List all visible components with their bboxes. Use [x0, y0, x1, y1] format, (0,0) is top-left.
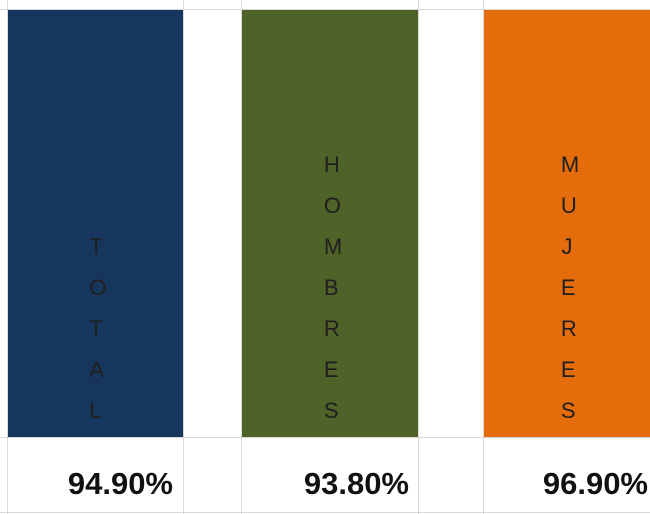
grid-line — [0, 512, 650, 513]
grid-line — [418, 0, 419, 514]
grid-line — [241, 0, 242, 514]
grid-line — [0, 9, 650, 10]
header-cell: MUJERES — [484, 10, 650, 437]
header-text: MUJERES — [560, 152, 580, 423]
value-cell: 93.80% — [303, 466, 409, 501]
value-cell: 94.90% — [67, 466, 173, 501]
header-cell: TOTAL — [8, 10, 183, 437]
header-cell: HOMBRES — [242, 10, 418, 437]
grid-line — [183, 0, 184, 514]
value-cell: 96.90% — [542, 466, 648, 501]
header-text: HOMBRES — [323, 152, 343, 423]
header-text: TOTAL — [89, 234, 107, 423]
grid-line — [0, 437, 650, 438]
grid-line — [7, 0, 8, 514]
grid-line — [483, 0, 484, 514]
